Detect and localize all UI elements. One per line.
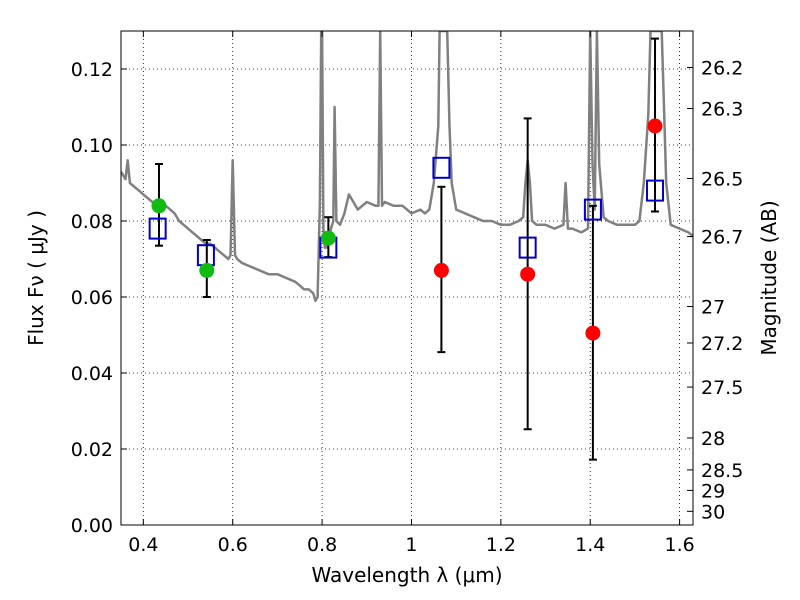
y-tick-label: 0.00 xyxy=(71,515,113,537)
y-tick-label: 0.06 xyxy=(71,287,113,309)
y-tick-label: 0.02 xyxy=(71,439,113,461)
model-square-marker xyxy=(646,179,665,202)
y-tick-label: 0.04 xyxy=(71,363,113,385)
right-tick-label: 27 xyxy=(701,297,725,319)
detection-circle-marker xyxy=(320,230,336,246)
markers xyxy=(148,118,665,341)
right-tick-label: 27.2 xyxy=(701,333,743,355)
y-axis-label: Flux Fν ( μJy ) xyxy=(24,210,48,346)
x-tick-label: 0.8 xyxy=(307,534,337,556)
right-tick-label: 26.2 xyxy=(701,57,743,79)
x-tick-label: 0.4 xyxy=(128,534,158,556)
right-tick-label: 30 xyxy=(701,501,725,523)
right-tick-label: 28.5 xyxy=(701,460,743,482)
x-tick-label: 1.2 xyxy=(486,534,516,556)
right-tick-label: 29 xyxy=(701,480,725,502)
measurement-circle-marker xyxy=(433,262,449,278)
detection-circle-marker xyxy=(199,262,215,278)
right-tick-label: 28 xyxy=(701,428,725,450)
plot-frame xyxy=(120,30,694,526)
right-tick-label: 27.5 xyxy=(701,377,743,399)
model-square-marker xyxy=(432,156,451,179)
model-square-marker xyxy=(583,198,602,221)
model-square-marker xyxy=(148,217,167,240)
measurement-circle-marker xyxy=(520,266,536,282)
x-tick-label: 1.6 xyxy=(664,534,694,556)
detection-circle-marker xyxy=(151,198,167,214)
axis-ticks: 0.4 0.6 0.8 1 1.2 1.4 1.6 0.00 0.02 0.04 0.06 0.08 0… xyxy=(71,31,743,556)
y-tick-label: 0.12 xyxy=(71,59,113,81)
right-tick-label: 26.5 xyxy=(701,168,743,190)
model-square-marker xyxy=(518,236,537,259)
x-tick-label: 1 xyxy=(405,534,417,556)
measurement-circle-marker xyxy=(647,118,663,134)
x-axis-label: Wavelength λ (μm) xyxy=(311,563,502,587)
y-tick-label: 0.08 xyxy=(71,211,113,233)
measurement-circle-marker xyxy=(585,325,601,341)
right-axis-label: Magnitude (AB) xyxy=(757,200,781,355)
y-tick-label: 0.10 xyxy=(71,135,113,157)
x-tick-label: 0.6 xyxy=(218,534,248,556)
right-tick-label: 26.3 xyxy=(701,99,743,121)
right-tick-label: 26.7 xyxy=(701,227,743,249)
x-tick-label: 1.4 xyxy=(575,534,605,556)
